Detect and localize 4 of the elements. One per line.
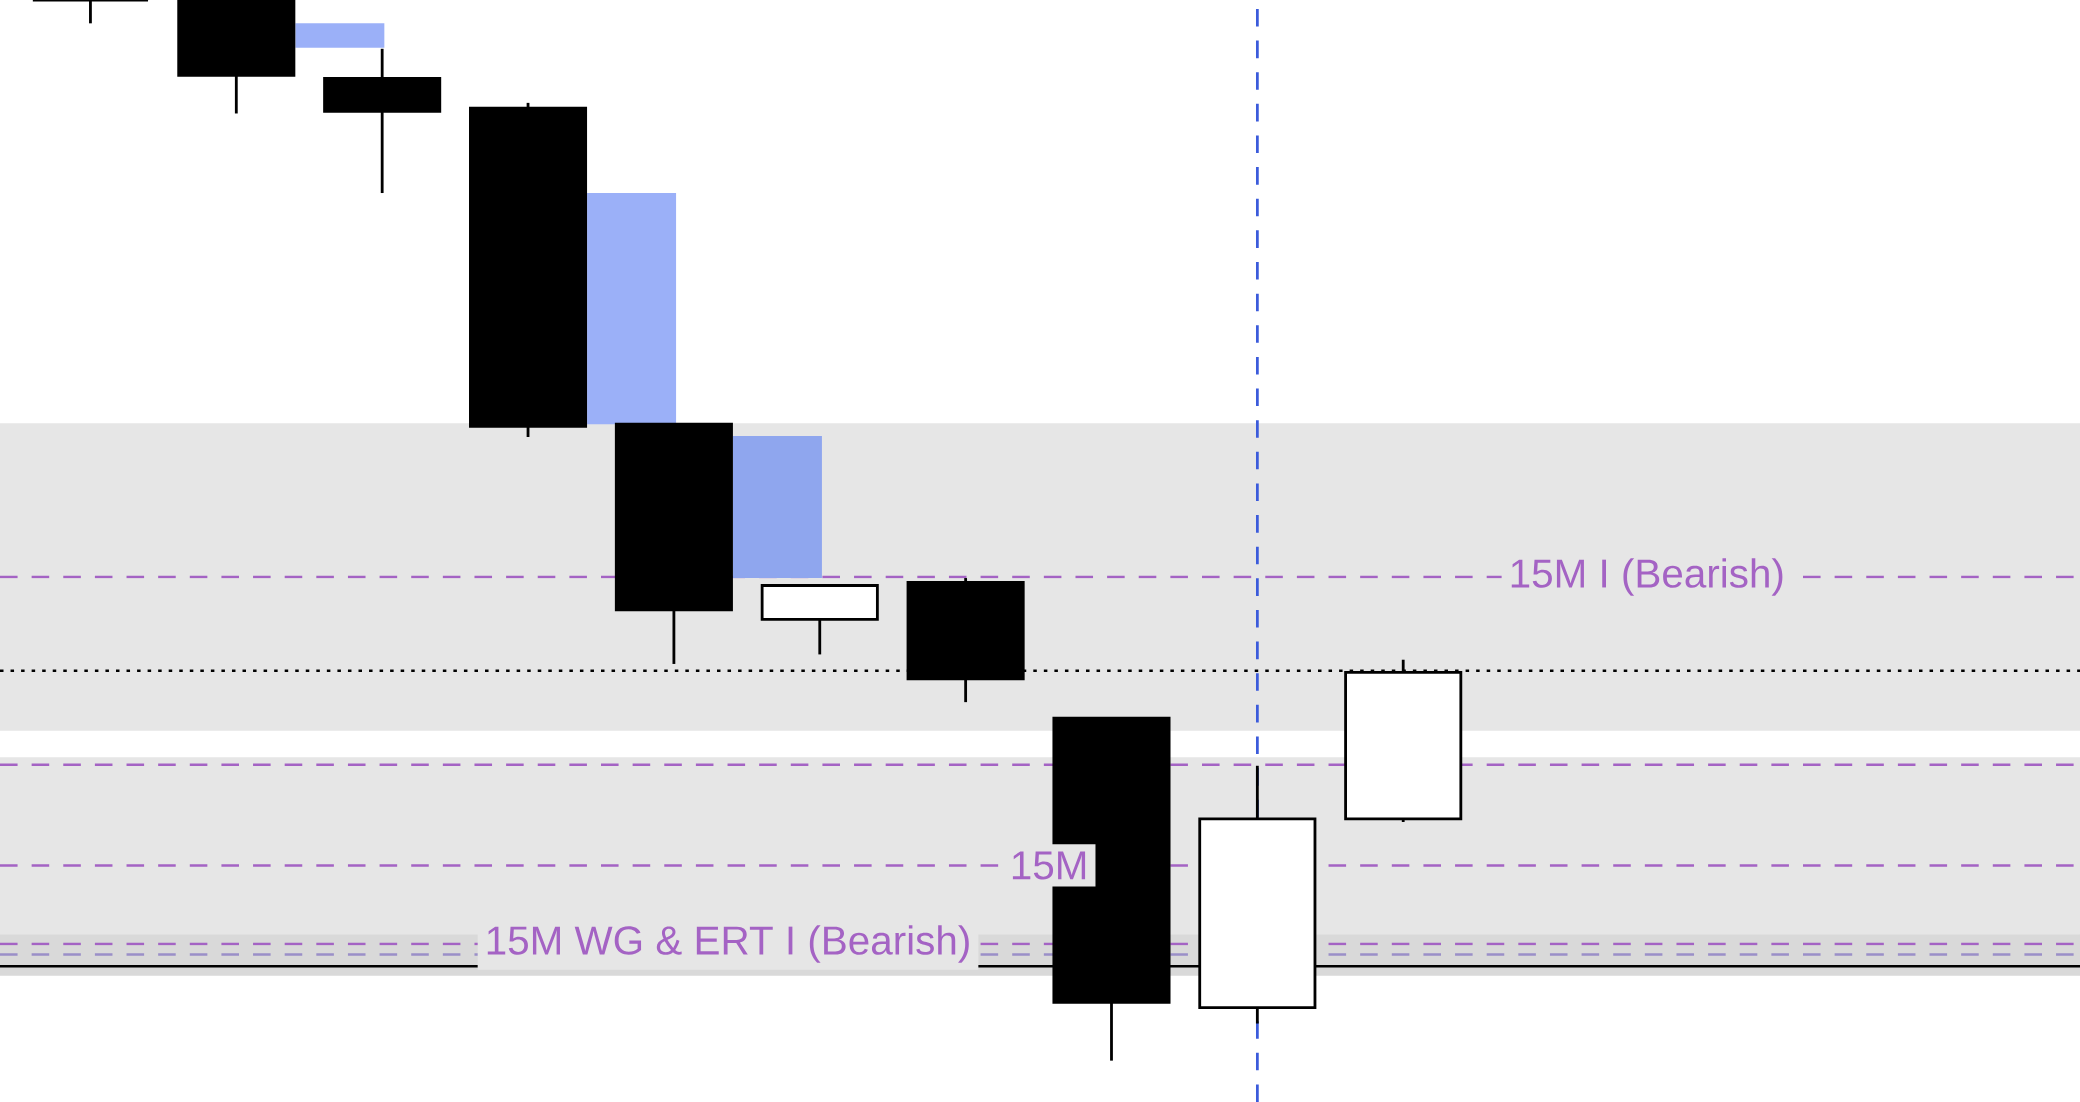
ref-line-label: 15M WG & ERT I (Bearish) <box>487 925 969 963</box>
candlestick <box>323 47 442 195</box>
ref-line-label: 15M <box>1012 851 1086 880</box>
ref-line-label: 15M I (Bearish) <box>1511 558 1783 596</box>
